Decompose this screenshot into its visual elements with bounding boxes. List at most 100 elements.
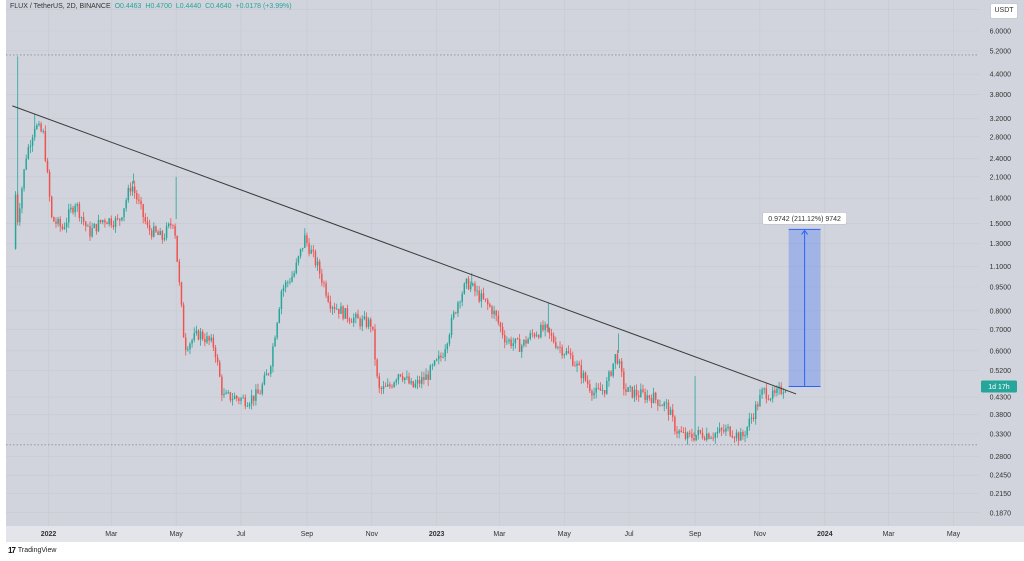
- candle-body: [329, 301, 332, 309]
- candle-body: [74, 205, 76, 213]
- candle-body: [361, 318, 363, 327]
- candle-body: [584, 372, 587, 381]
- candle-body: [212, 337, 215, 348]
- candle-body: [538, 335, 540, 338]
- candle-body: [512, 343, 514, 347]
- trendline-group[interactable]: [12, 105, 797, 395]
- candle-body: [272, 346, 274, 367]
- candle-body: [136, 193, 138, 200]
- candle-body: [238, 398, 240, 401]
- candle-body: [710, 437, 712, 439]
- candle-body: [278, 308, 281, 323]
- candle-body: [452, 312, 455, 318]
- candle-body: [42, 130, 44, 132]
- measure-tool[interactable]: 0.9742 (211.12%) 9742: [762, 212, 847, 388]
- candle-body: [125, 200, 127, 209]
- candle-body: [457, 302, 459, 314]
- candle-body: [95, 223, 98, 232]
- candle-body: [603, 390, 606, 394]
- candle-body: [623, 371, 625, 390]
- tradingview-brand[interactable]: 17 TradingView: [8, 546, 56, 555]
- symbol-legend[interactable]: FLUX / TetherUS, 2D, BINANCE O0.4463 H0.…: [10, 3, 292, 10]
- candle-body: [44, 130, 47, 161]
- candle-body: [431, 365, 434, 367]
- candle-body: [784, 391, 787, 393]
- candle-body: [652, 392, 655, 403]
- candle-body: [82, 217, 85, 222]
- currency-button[interactable]: USDT: [990, 3, 1018, 19]
- candle-body: [257, 389, 259, 394]
- candle-body: [427, 374, 429, 380]
- candle-body: [765, 388, 768, 399]
- candle-body: [119, 218, 121, 221]
- candle-body: [546, 324, 549, 328]
- candle-body: [640, 389, 642, 398]
- candle-body: [455, 312, 457, 314]
- candle-body: [287, 281, 289, 283]
- candle-body: [682, 431, 685, 433]
- candle-body: [474, 283, 476, 292]
- candle-body: [478, 290, 480, 302]
- candle-body: [93, 223, 96, 229]
- candle-body: [38, 123, 40, 126]
- candle-body: [176, 235, 178, 262]
- candle-body: [102, 220, 104, 223]
- candle-body: [499, 322, 502, 327]
- candle-body: [318, 261, 321, 274]
- candle-body: [746, 426, 748, 436]
- candle-body: [123, 208, 125, 218]
- candle-body: [36, 125, 38, 129]
- candle-body: [555, 342, 557, 348]
- candle-body: [482, 293, 485, 299]
- candle-body: [506, 341, 508, 343]
- close-value: C0.4640: [205, 3, 232, 10]
- candle-body: [48, 171, 51, 197]
- candle-body: [206, 336, 208, 343]
- candle-body: [289, 281, 291, 283]
- candle-body: [635, 389, 638, 396]
- candle-body: [616, 354, 619, 364]
- candle-body: [740, 432, 742, 441]
- candle-body: [204, 338, 206, 343]
- candle-body: [680, 430, 682, 432]
- candle-body: [97, 219, 100, 232]
- candle-body: [31, 137, 34, 146]
- candle-body: [646, 395, 648, 400]
- candle-body: [389, 384, 391, 387]
- candle-body: [33, 128, 36, 138]
- candle-body: [299, 248, 302, 257]
- candle-body: [684, 432, 687, 439]
- time-tick-label: May: [947, 531, 961, 538]
- candle-body: [150, 230, 153, 237]
- price-tick-label: 3.8000: [990, 92, 1012, 99]
- candle-body: [61, 226, 64, 229]
- candle-body: [410, 381, 412, 384]
- candle-body: [399, 374, 402, 377]
- candle-body: [229, 392, 232, 401]
- candle-body: [397, 374, 400, 380]
- candle-body: [331, 307, 334, 309]
- candle-body: [189, 343, 191, 350]
- candle-body: [267, 373, 270, 375]
- candle-body: [608, 371, 610, 381]
- candle-body: [701, 432, 704, 438]
- candle-body: [184, 337, 187, 351]
- candle-body: [589, 384, 591, 391]
- candle-body: [338, 308, 340, 314]
- candle-body: [65, 222, 68, 228]
- candle-body: [542, 324, 544, 331]
- candle-body: [374, 329, 376, 360]
- candle-body: [344, 308, 346, 319]
- candle-body: [486, 299, 489, 305]
- high-value: H0.4700: [145, 3, 172, 10]
- price-axis[interactable]: 7.00006.00005.20004.40003.80003.20002.80…: [990, 7, 1012, 517]
- candle-body: [516, 338, 519, 340]
- candle-body: [197, 330, 200, 340]
- candle-body: [59, 218, 61, 227]
- time-axis[interactable]: 2022 Mar May Jul Sep Nov 2023 Mar May Jul Sep Nov 20…: [41, 531, 961, 538]
- candle-body: [246, 406, 249, 407]
- last-price-badge-group: 1d 17h: [981, 380, 1017, 393]
- candle-body: [540, 324, 542, 338]
- candle-body: [714, 433, 717, 438]
